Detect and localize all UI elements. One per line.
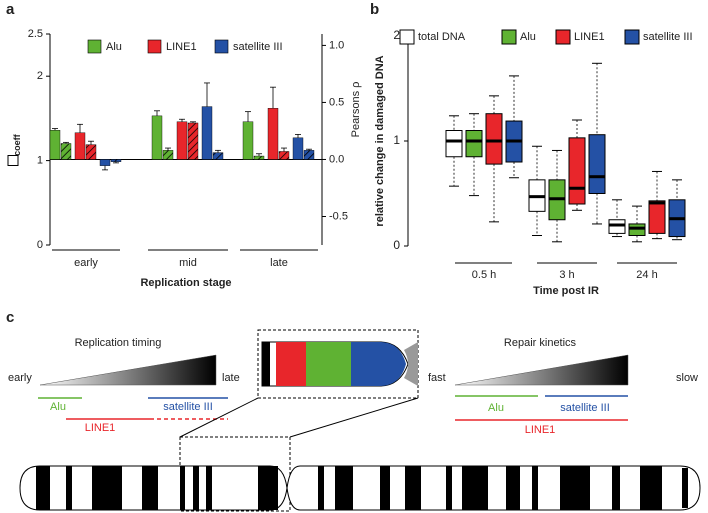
label: Repair kinetics — [504, 337, 577, 349]
legend-swatch — [399, 29, 415, 45]
band — [351, 342, 406, 386]
legend-label: Alu — [106, 41, 122, 53]
label: Alu — [488, 402, 504, 414]
box — [465, 130, 483, 158]
label: satellite III — [560, 402, 610, 414]
y2-tick-label: -0.5 — [329, 210, 348, 222]
y2-tick-label: 0.5 — [329, 96, 344, 108]
bar — [99, 159, 111, 166]
x-tick-label: 24 h — [636, 269, 657, 281]
bar — [74, 132, 86, 160]
legend-swatch — [624, 29, 640, 45]
bands — [36, 466, 688, 510]
bar — [292, 137, 304, 160]
label: LINE1 — [525, 424, 556, 436]
label: late — [222, 372, 240, 384]
hatched-bar — [60, 143, 72, 160]
hatched-bar — [110, 159, 122, 162]
y2-tick-label: 1.0 — [329, 39, 344, 51]
hatched-bar — [212, 152, 224, 160]
hatched-bar — [162, 150, 174, 160]
bar — [176, 121, 188, 160]
bar — [49, 130, 61, 160]
y-tick-label: 0 — [393, 238, 400, 252]
bar — [267, 108, 279, 160]
band — [306, 342, 351, 386]
x-axis-label: Replication stage — [140, 277, 231, 289]
label: Alu — [50, 401, 66, 413]
y-tick-label: 0 — [37, 239, 43, 251]
label: fast — [428, 372, 446, 384]
legend-label: total DNA — [418, 31, 466, 43]
box — [628, 223, 646, 236]
y-tick-label: 2 — [393, 28, 400, 42]
zoom-box — [257, 329, 419, 399]
hatched-bar — [278, 151, 290, 160]
box — [568, 137, 586, 205]
diagram: Replication timing early late Alu satell… — [8, 329, 701, 512]
bar — [201, 106, 213, 160]
x-tick-label: mid — [179, 257, 197, 269]
legend-label: LINE1 — [166, 41, 197, 53]
hatched-bar — [303, 150, 315, 160]
legend-swatch — [147, 39, 162, 54]
legend-label: Alu — [520, 31, 536, 43]
box — [485, 113, 503, 165]
band — [276, 342, 306, 386]
x-tick-label: late — [270, 257, 288, 269]
y-tick-label: 1 — [37, 155, 43, 167]
label: satellite III — [163, 401, 213, 413]
x-tick-label: 3 h — [559, 269, 574, 281]
hatched-bar — [253, 155, 265, 160]
panel-label: b — [370, 1, 379, 18]
box — [588, 134, 606, 194]
bar — [151, 115, 163, 160]
y2-axis-label: Pearsons ρ — [350, 82, 362, 138]
box — [608, 219, 626, 234]
gradient-triangle — [39, 354, 217, 386]
y-label-key — [7, 155, 19, 166]
x-tick-label: early — [74, 257, 98, 269]
x-axis-label: Time post IR — [533, 285, 599, 297]
centromere — [404, 342, 418, 386]
label: slow — [676, 372, 698, 384]
panel-label: a — [6, 1, 15, 18]
chromosome-arm — [286, 465, 701, 511]
connector — [179, 397, 259, 438]
y2-tick-label: 0.0 — [329, 153, 344, 165]
band — [262, 342, 270, 386]
box — [648, 200, 666, 234]
legend-label: satellite III — [233, 41, 283, 53]
bar — [242, 121, 254, 160]
x-tick-label: 0.5 h — [472, 269, 496, 281]
connector — [289, 397, 419, 438]
legend-swatch — [87, 39, 102, 54]
y-tick-label: 1 — [393, 133, 400, 147]
legend-swatch — [555, 29, 571, 45]
legend-label: LINE1 — [574, 31, 605, 43]
gradient-triangle — [454, 354, 629, 386]
box — [445, 130, 463, 158]
label: Replication timing — [75, 337, 162, 349]
panel-label: c — [6, 309, 14, 326]
hatched-bar — [187, 122, 199, 160]
label: early — [8, 372, 32, 384]
y-tick-label: 2 — [37, 70, 43, 82]
y-axis-label: relative change in damaged DNA — [374, 55, 386, 226]
label: LINE1 — [85, 422, 116, 434]
legend-swatch — [214, 39, 229, 54]
y-label-sub: coeff — [12, 133, 22, 156]
legend-swatch — [501, 29, 517, 45]
legend-label: satellite III — [643, 31, 693, 43]
hatched-bar — [85, 144, 97, 160]
y-tick-label: 2.5 — [28, 28, 43, 40]
